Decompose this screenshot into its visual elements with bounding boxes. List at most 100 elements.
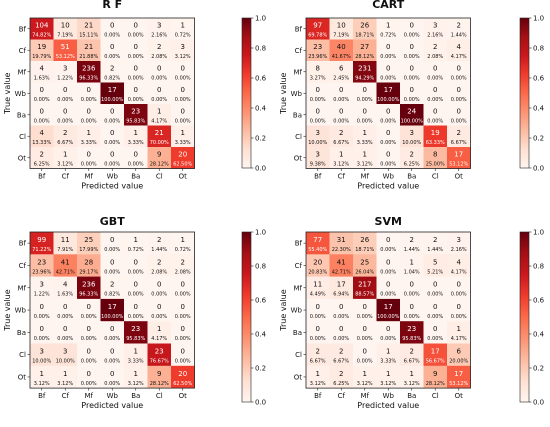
cell-percent: 2.08% bbox=[151, 269, 167, 275]
cell-count: 10 bbox=[61, 22, 70, 30]
cell-percent: 88.57% bbox=[355, 292, 374, 298]
heatmap-cell bbox=[423, 147, 448, 169]
heatmap-cell bbox=[353, 39, 377, 62]
x-tick-label: Bf bbox=[38, 392, 46, 400]
cell-percent: 0.00% bbox=[404, 97, 420, 103]
colorbar-tick-label: 0.6 bbox=[533, 75, 545, 83]
heatmap-cell bbox=[100, 321, 125, 344]
colorbar-tick-label: 0.6 bbox=[533, 297, 545, 305]
cell-count: 3 bbox=[157, 22, 161, 30]
cell-count: 0 bbox=[457, 281, 461, 289]
cell-count: 231 bbox=[358, 65, 371, 73]
heatmap-cell bbox=[124, 125, 148, 148]
heatmap-cell bbox=[30, 365, 54, 389]
cell-percent: 3.12% bbox=[128, 381, 144, 387]
cell-count: 2 bbox=[63, 129, 67, 137]
cell-count: 0 bbox=[386, 108, 390, 116]
cell-percent: 0.00% bbox=[404, 32, 420, 38]
heatmap-cell bbox=[400, 232, 424, 255]
cell-percent: 0.00% bbox=[310, 314, 326, 320]
cell-count: 0 bbox=[134, 22, 138, 30]
heatmap-cell bbox=[77, 147, 101, 169]
heatmap-cell bbox=[53, 254, 78, 277]
colorbar-tick-label: 1.0 bbox=[533, 229, 544, 237]
cell-count: 1 bbox=[181, 236, 185, 244]
cell-percent: 7.91% bbox=[57, 247, 73, 253]
heatmap-cell bbox=[30, 321, 54, 344]
heatmap-cell bbox=[423, 104, 448, 126]
colorbar-tick-label: 0.8 bbox=[255, 45, 266, 53]
cell-percent: 28.12% bbox=[150, 381, 169, 387]
cell-percent: 0.00% bbox=[380, 54, 396, 60]
y-tick-label: Bf bbox=[295, 25, 303, 33]
cell-count: 0 bbox=[433, 86, 437, 94]
colorbar-tick-label: 0.4 bbox=[533, 331, 545, 339]
cell-count: 41 bbox=[337, 258, 346, 266]
cell-count: 1 bbox=[134, 129, 138, 137]
cell-percent: 0.00% bbox=[151, 292, 167, 298]
heatmap-cell bbox=[30, 125, 54, 148]
cell-percent: 3.12% bbox=[404, 381, 420, 387]
heatmap-cell bbox=[329, 365, 354, 389]
heatmap-cell bbox=[53, 61, 78, 83]
cell-percent: 6.67% bbox=[333, 140, 349, 146]
cell-percent: 0.00% bbox=[104, 140, 120, 146]
heatmap-cell bbox=[100, 254, 125, 277]
heatmap-cell bbox=[171, 343, 195, 367]
cell-count: 2 bbox=[181, 258, 185, 266]
heatmap-cell bbox=[400, 82, 424, 105]
cell-percent: 0.00% bbox=[151, 75, 167, 81]
cell-percent: 0.00% bbox=[175, 314, 191, 320]
x-axis-label: Predicted value bbox=[81, 401, 143, 410]
y-axis-label: True value bbox=[279, 72, 288, 114]
heatmap-cell bbox=[100, 276, 125, 300]
heatmap-cell bbox=[124, 321, 148, 344]
cell-count: 217 bbox=[358, 281, 371, 289]
cell-percent: 0.00% bbox=[81, 97, 97, 103]
heatmap-cell bbox=[171, 104, 195, 126]
cell-percent: 7.19% bbox=[333, 32, 349, 38]
cell-count: 0 bbox=[433, 108, 437, 116]
cell-count: 236 bbox=[82, 281, 96, 289]
cell-count: 51 bbox=[61, 43, 70, 51]
cell-count: 0 bbox=[339, 108, 343, 116]
cell-percent: 0.00% bbox=[128, 32, 144, 38]
cell-count: 2 bbox=[339, 348, 343, 356]
cell-count: 2 bbox=[339, 370, 343, 378]
cell-count: 0 bbox=[110, 43, 114, 51]
cell-count: 5 bbox=[433, 258, 437, 266]
cell-count: 2 bbox=[457, 129, 461, 137]
heatmap-cell bbox=[423, 232, 448, 255]
heatmap-cell bbox=[147, 365, 172, 389]
cell-percent: 1.44% bbox=[151, 247, 167, 253]
cell-count: 3 bbox=[40, 348, 44, 356]
y-tick-label: Wb bbox=[291, 307, 303, 315]
cell-percent: 0.00% bbox=[57, 97, 73, 103]
heatmap-cell bbox=[147, 276, 172, 300]
heatmap-cell bbox=[147, 125, 172, 148]
heatmap-cell bbox=[306, 343, 330, 367]
cell-percent: 0.00% bbox=[175, 336, 191, 342]
x-tick-label: Mf bbox=[360, 392, 369, 400]
y-tick-label: Ba bbox=[17, 329, 26, 337]
cell-percent: 19.79% bbox=[32, 54, 51, 60]
heatmap-cell bbox=[124, 298, 148, 322]
cell-count: 0 bbox=[316, 303, 320, 311]
cell-percent: 0.00% bbox=[104, 161, 120, 167]
cell-count: 1 bbox=[410, 370, 414, 378]
cell-percent: 22.30% bbox=[332, 247, 351, 253]
heatmap-cell bbox=[329, 104, 354, 126]
cell-percent: 0.82% bbox=[104, 292, 120, 298]
heatmap-cell bbox=[306, 254, 330, 277]
x-tick-label: Cl bbox=[432, 392, 439, 400]
heatmap-cell bbox=[53, 104, 78, 126]
cell-count: 1 bbox=[181, 22, 185, 30]
cell-count: 97 bbox=[313, 22, 322, 30]
cell-count: 1 bbox=[363, 151, 367, 159]
colorbar-tick-label: 1.0 bbox=[255, 229, 266, 237]
cell-count: 3 bbox=[433, 22, 437, 30]
cell-count: 20 bbox=[313, 258, 322, 266]
cell-percent: 0.00% bbox=[175, 75, 191, 81]
heatmap-cell bbox=[147, 39, 172, 62]
